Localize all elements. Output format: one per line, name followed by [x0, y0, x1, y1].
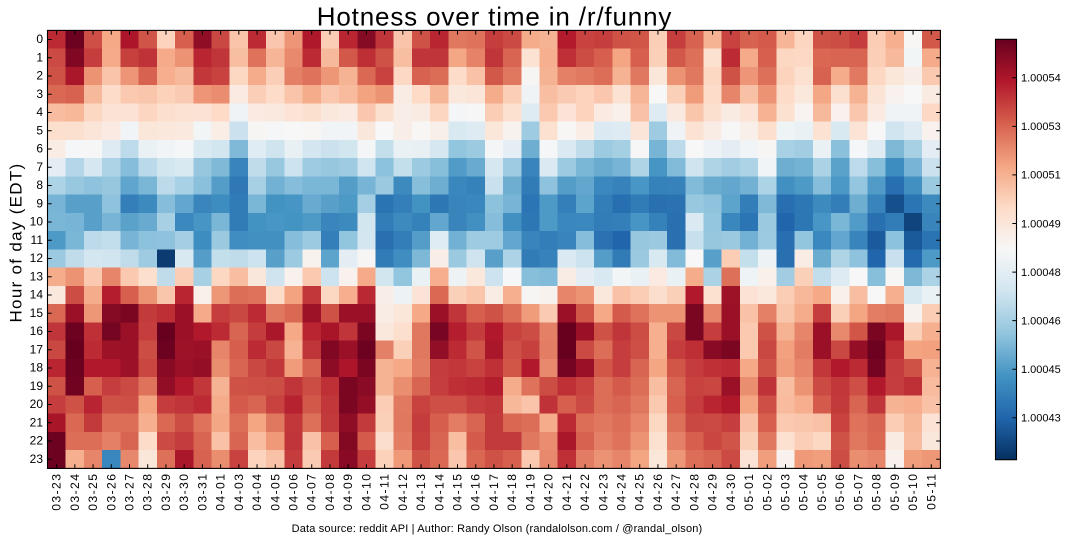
svg-text:21: 21 — [30, 415, 44, 429]
svg-text:04-20: 04-20 — [542, 473, 556, 511]
svg-text:04-05: 04-05 — [268, 473, 282, 511]
svg-text:05-01: 05-01 — [742, 473, 756, 511]
svg-text:1.00049: 1.00049 — [1021, 218, 1061, 230]
svg-text:03-30: 03-30 — [177, 473, 191, 511]
svg-text:1.00051: 1.00051 — [1021, 170, 1061, 182]
svg-text:04-29: 04-29 — [706, 473, 720, 511]
svg-text:03-24: 03-24 — [68, 473, 82, 511]
svg-text:0: 0 — [36, 32, 43, 46]
svg-text:Hour of day (EDT): Hour of day (EDT) — [7, 162, 26, 322]
svg-text:04-25: 04-25 — [633, 473, 647, 511]
svg-text:03-31: 03-31 — [195, 473, 209, 511]
svg-text:10: 10 — [30, 215, 44, 229]
svg-text:05-07: 05-07 — [851, 473, 865, 511]
svg-text:Data source: reddit API | Auth: Data source: reddit API | Author: Randy … — [292, 523, 703, 535]
svg-text:17: 17 — [30, 342, 44, 356]
svg-text:03-28: 03-28 — [141, 473, 155, 511]
svg-text:03-23: 03-23 — [50, 473, 64, 511]
svg-text:04-19: 04-19 — [523, 473, 537, 511]
svg-text:7: 7 — [36, 160, 43, 174]
svg-text:14: 14 — [30, 288, 44, 302]
svg-text:04-18: 04-18 — [505, 473, 519, 511]
svg-text:04-16: 04-16 — [469, 473, 483, 511]
svg-text:18: 18 — [30, 361, 44, 375]
svg-text:04-15: 04-15 — [451, 473, 465, 511]
svg-text:04-27: 04-27 — [669, 473, 683, 511]
svg-text:04-14: 04-14 — [432, 473, 446, 511]
svg-text:05-03: 05-03 — [779, 473, 793, 511]
svg-text:04-06: 04-06 — [287, 473, 301, 511]
svg-text:1.00045: 1.00045 — [1021, 364, 1061, 376]
svg-text:1.00053: 1.00053 — [1021, 121, 1061, 133]
svg-text:04-10: 04-10 — [359, 473, 373, 511]
svg-text:04-03: 04-03 — [232, 473, 246, 511]
svg-text:22: 22 — [30, 434, 44, 448]
svg-text:05-04: 05-04 — [797, 473, 811, 511]
svg-text:04-30: 04-30 — [724, 473, 738, 511]
svg-text:23: 23 — [30, 452, 44, 466]
svg-text:05-08: 05-08 — [870, 473, 884, 511]
svg-text:04-28: 04-28 — [687, 473, 701, 511]
svg-text:03-29: 03-29 — [159, 473, 173, 511]
svg-text:13: 13 — [30, 269, 44, 283]
svg-text:20: 20 — [30, 397, 44, 411]
svg-text:1.00048: 1.00048 — [1021, 267, 1061, 279]
svg-text:04-01: 04-01 — [214, 473, 228, 511]
svg-text:03-25: 03-25 — [86, 473, 100, 511]
svg-text:04-11: 04-11 — [378, 473, 392, 510]
svg-text:12: 12 — [30, 251, 44, 265]
svg-text:8: 8 — [36, 178, 43, 192]
svg-text:1: 1 — [36, 50, 43, 64]
svg-text:03-27: 03-27 — [123, 473, 137, 511]
svg-text:04-12: 04-12 — [396, 473, 410, 511]
svg-text:04-24: 04-24 — [615, 473, 629, 511]
svg-text:1.00054: 1.00054 — [1021, 73, 1061, 85]
svg-text:6: 6 — [36, 142, 43, 156]
svg-text:04-07: 04-07 — [305, 473, 319, 511]
svg-text:16: 16 — [30, 324, 44, 338]
svg-text:3: 3 — [36, 87, 43, 101]
svg-text:11: 11 — [31, 233, 44, 247]
svg-text:1.00043: 1.00043 — [1021, 413, 1061, 425]
svg-text:04-09: 04-09 — [341, 473, 355, 511]
svg-text:1.00046: 1.00046 — [1021, 315, 1061, 327]
svg-text:Hotness over time in /r/funny: Hotness over time in /r/funny — [317, 2, 673, 32]
svg-text:04-22: 04-22 — [578, 473, 592, 511]
svg-text:05-02: 05-02 — [760, 473, 774, 511]
svg-text:2: 2 — [36, 69, 43, 83]
svg-text:15: 15 — [30, 306, 44, 320]
svg-text:4: 4 — [36, 105, 43, 119]
svg-text:04-23: 04-23 — [596, 473, 610, 511]
svg-text:05-06: 05-06 — [833, 473, 847, 511]
svg-text:04-13: 04-13 — [414, 473, 428, 511]
svg-text:19: 19 — [30, 379, 44, 393]
svg-text:04-17: 04-17 — [487, 473, 501, 511]
svg-text:9: 9 — [36, 196, 43, 210]
svg-text:05-11: 05-11 — [924, 473, 938, 510]
svg-text:05-09: 05-09 — [888, 473, 902, 511]
svg-text:04-04: 04-04 — [250, 473, 264, 511]
svg-text:05-05: 05-05 — [815, 473, 829, 511]
svg-text:05-10: 05-10 — [906, 473, 920, 511]
svg-text:04-21: 04-21 — [560, 473, 574, 511]
svg-text:03-26: 03-26 — [104, 473, 118, 511]
svg-text:04-08: 04-08 — [323, 473, 337, 511]
svg-text:5: 5 — [36, 123, 43, 137]
svg-text:04-26: 04-26 — [651, 473, 665, 511]
